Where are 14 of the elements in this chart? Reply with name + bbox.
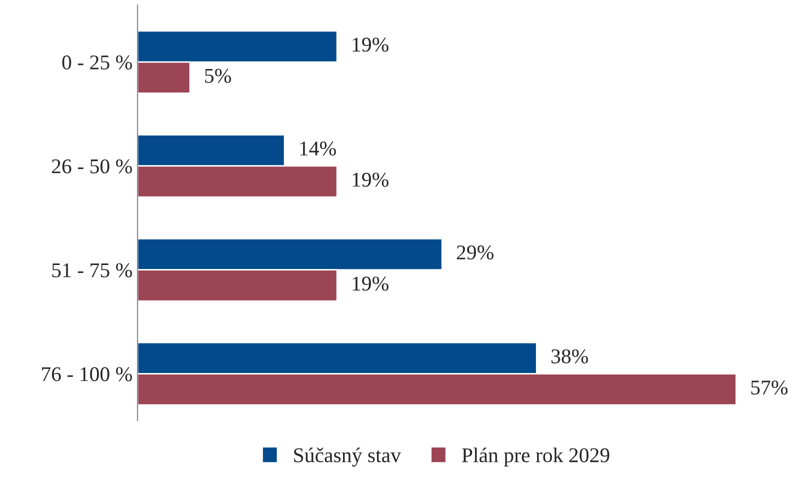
data-label: 19%	[352, 38, 388, 52]
y-tick-label: 26 - 50 %	[52, 159, 132, 174]
data-label: 5%	[205, 68, 231, 83]
y-tick-label: 0 - 25 %	[62, 55, 132, 70]
legend-label: Súčasný stav	[294, 448, 401, 467]
y-tick-label: 51 - 75 %	[52, 263, 132, 278]
y-tick-label: 76 - 100 %	[42, 367, 132, 382]
data-label: 14%	[300, 142, 336, 156]
data-label: 19%	[352, 172, 388, 187]
data-label: 57%	[751, 380, 788, 395]
data-label: 19%	[352, 276, 388, 291]
data-label: 38%	[552, 349, 588, 364]
data-label: 29%	[456, 245, 494, 260]
legend-label: Plán pre rok 2029	[462, 448, 610, 467]
